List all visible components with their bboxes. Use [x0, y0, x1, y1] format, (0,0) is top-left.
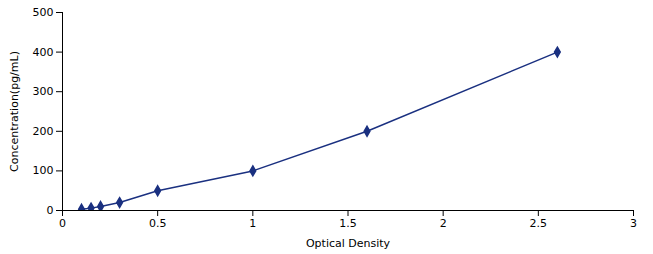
svg-text:Concentration(pg/mL): Concentration(pg/mL)	[8, 51, 21, 172]
svg-text:2: 2	[440, 217, 447, 230]
svg-text:1.5: 1.5	[339, 217, 357, 230]
svg-text:500: 500	[33, 6, 54, 19]
svg-text:1: 1	[249, 217, 256, 230]
svg-text:0.5: 0.5	[149, 217, 167, 230]
svg-text:400: 400	[33, 46, 54, 59]
svg-text:2.5: 2.5	[530, 217, 548, 230]
svg-text:100: 100	[33, 164, 54, 177]
svg-text:3: 3	[630, 217, 637, 230]
svg-text:0: 0	[47, 204, 54, 217]
svg-text:0: 0	[59, 217, 66, 230]
svg-text:300: 300	[33, 85, 54, 98]
svg-text:Optical Density: Optical Density	[306, 237, 391, 250]
svg-text:200: 200	[33, 125, 54, 138]
